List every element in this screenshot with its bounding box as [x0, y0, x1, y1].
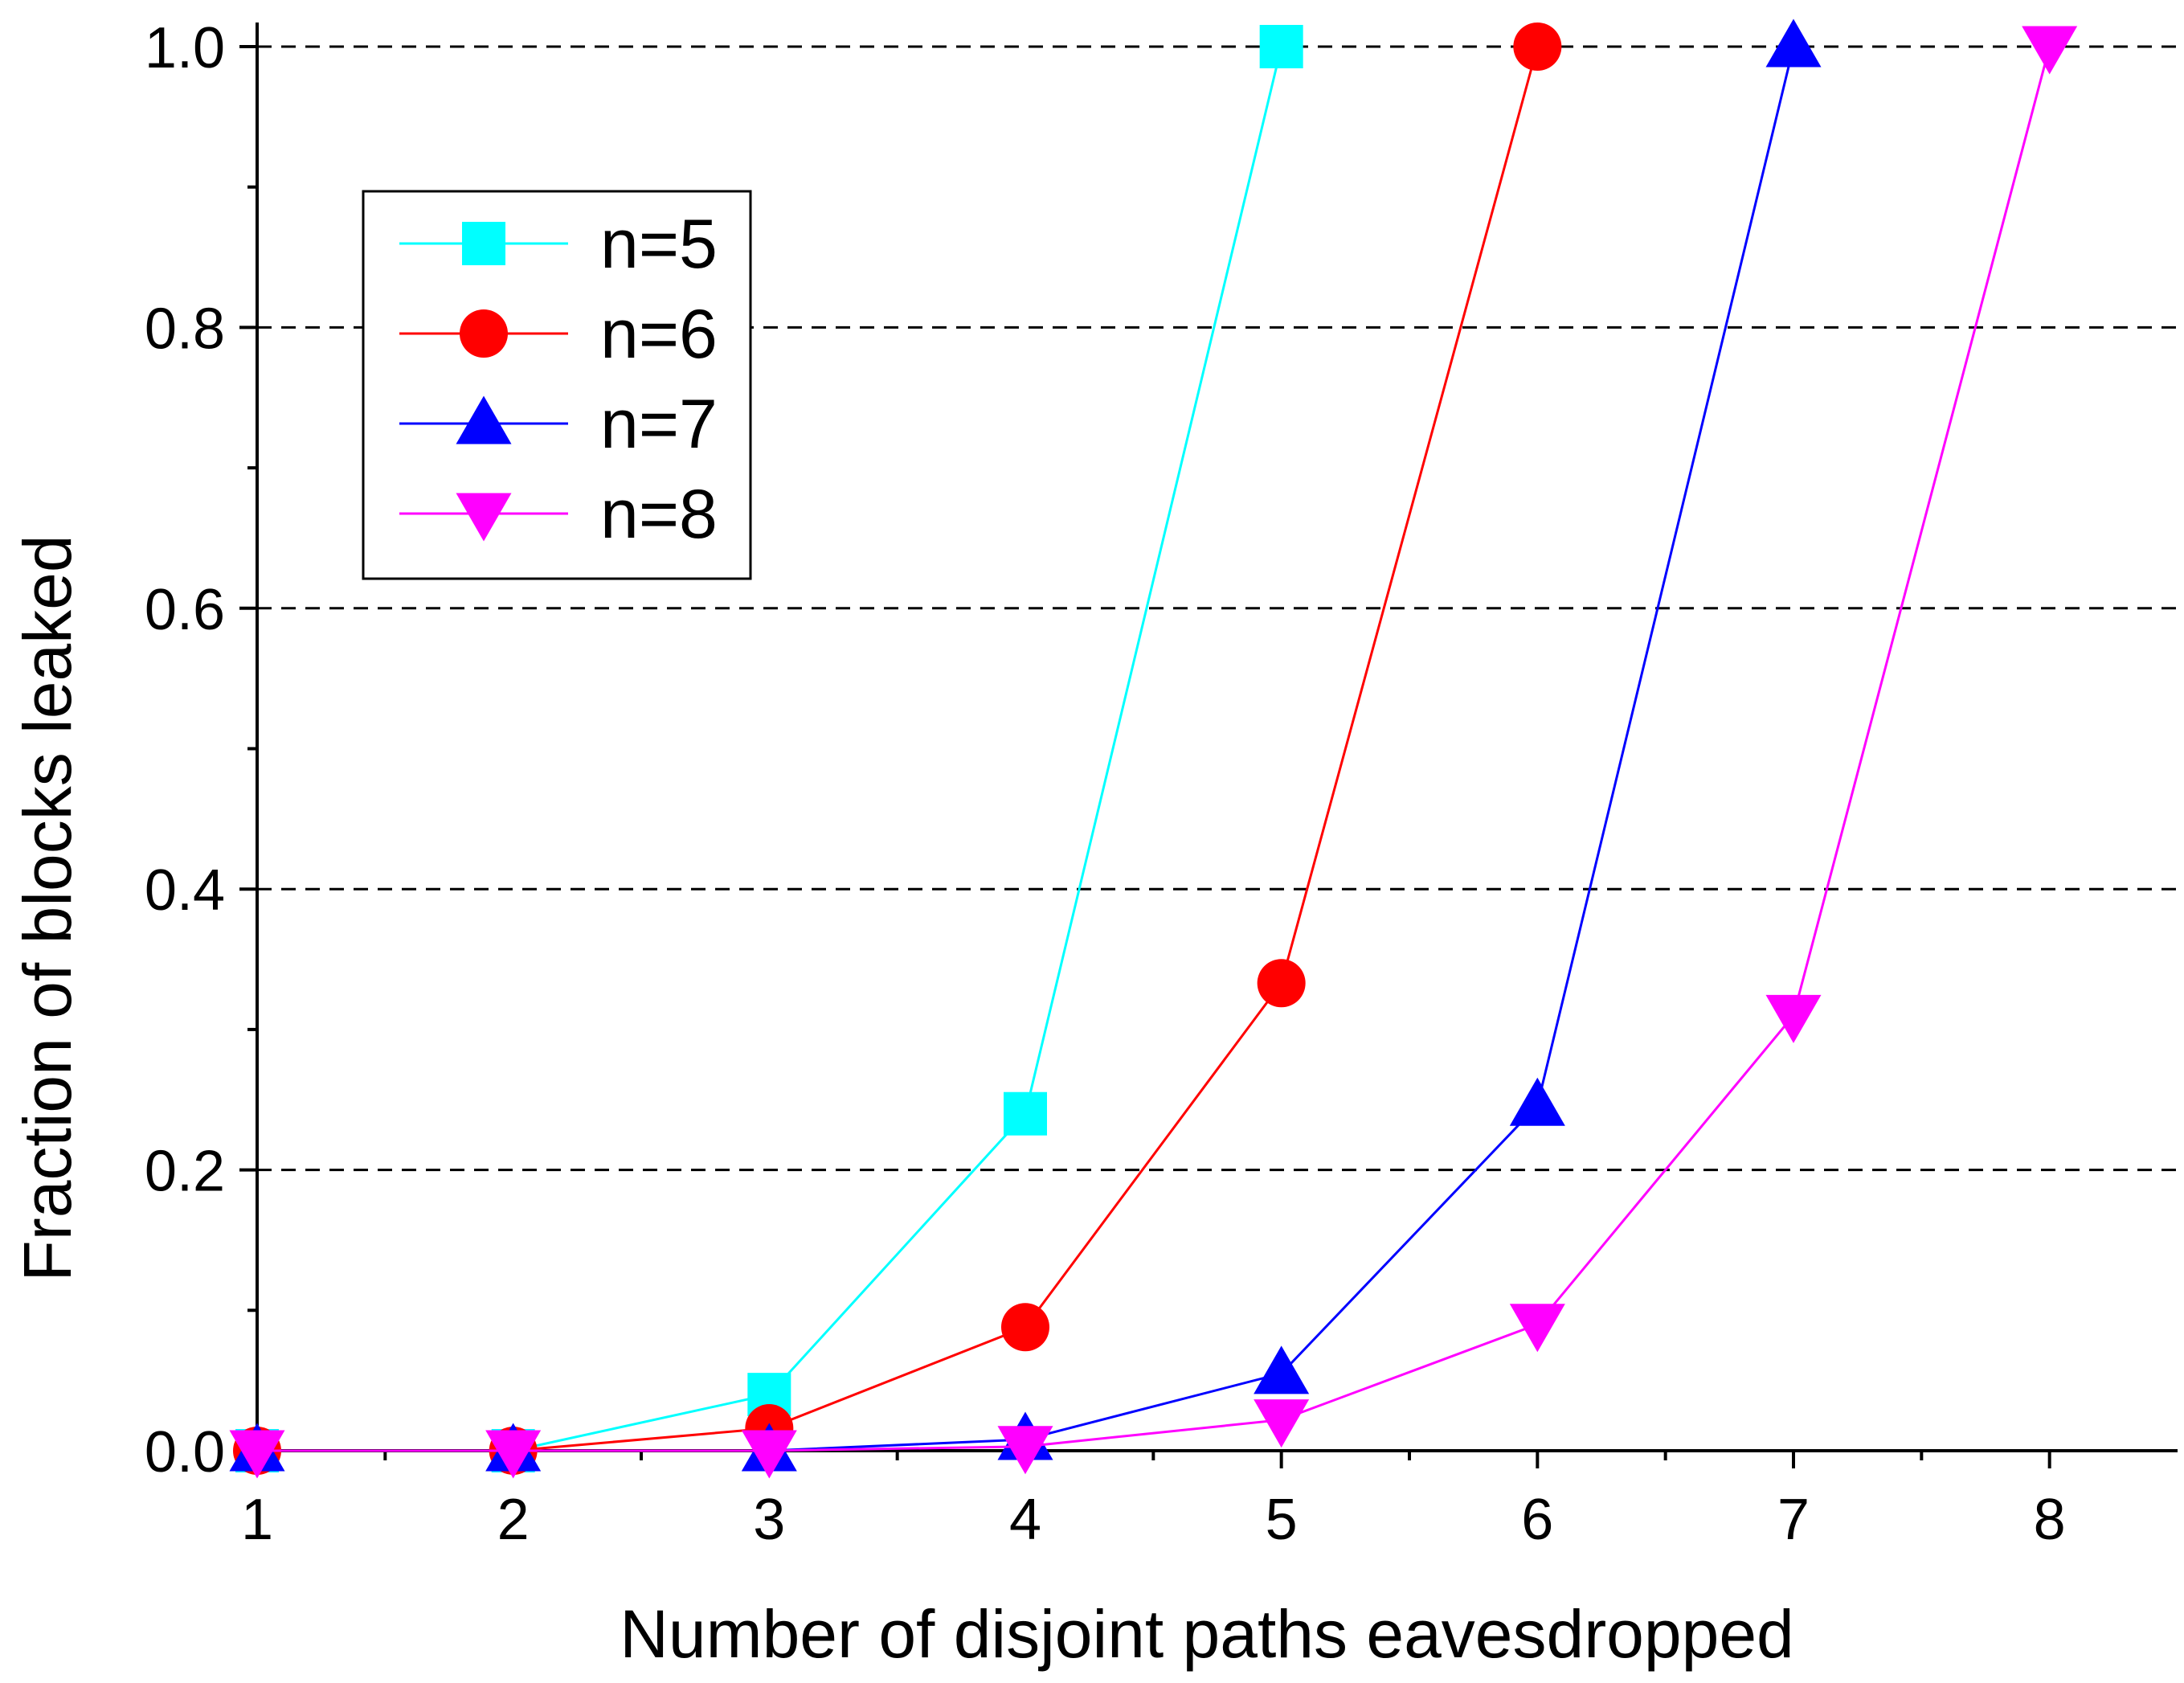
- series-n=8: [229, 26, 2078, 1479]
- legend-label-n=5: n=5: [600, 206, 718, 283]
- legend-label-n=6: n=6: [600, 296, 718, 373]
- data-point-n=8-4: [1254, 1399, 1310, 1448]
- data-point-n=8-0: [229, 1430, 285, 1479]
- x-tick-label-5: 6: [1521, 1488, 1553, 1552]
- x-axis-title: Number of disjoint paths eavesdropped: [620, 1596, 1794, 1672]
- x-tick-label-7: 8: [2034, 1488, 2066, 1552]
- data-point-n=6-5: [1513, 23, 1562, 71]
- y-axis-title: Fraction of blocks leaked: [10, 534, 85, 1281]
- y-tick-label-0: 0.0: [145, 1420, 225, 1484]
- legend-label-n=8: n=8: [600, 476, 718, 553]
- legend-marker-n=5: [462, 222, 505, 265]
- data-point-n=5-4: [1259, 25, 1303, 68]
- legend-label-n=7: n=7: [600, 386, 718, 463]
- series-line-n=8: [257, 46, 2051, 1452]
- legend: n=5 n=6 n=7 n=8: [362, 190, 752, 580]
- data-point-n=7-5: [1509, 1077, 1565, 1126]
- legend-marker-n=6: [460, 309, 508, 358]
- data-point-n=6-3: [1001, 1303, 1049, 1352]
- data-point-n=6-4: [1257, 959, 1306, 1008]
- legend-marker-n=8: [456, 493, 512, 542]
- data-point-n=8-7: [2022, 26, 2078, 75]
- y-tick-label-2: 0.4: [145, 858, 225, 923]
- series-group: [229, 18, 2078, 1479]
- x-tick-label-6: 7: [1777, 1488, 1810, 1552]
- data-point-n=7-4: [1254, 1345, 1310, 1394]
- x-tick-label-1: 2: [497, 1488, 530, 1552]
- data-point-n=8-3: [997, 1426, 1053, 1475]
- x-tick-label-4: 5: [1266, 1488, 1298, 1552]
- y-tick-label-3: 0.6: [145, 578, 225, 642]
- x-tick-label-0: 1: [241, 1488, 273, 1552]
- data-point-n=8-2: [741, 1430, 797, 1479]
- data-point-n=8-5: [1509, 1304, 1565, 1353]
- data-point-n=8-1: [485, 1430, 542, 1479]
- data-point-n=5-3: [1004, 1091, 1047, 1136]
- data-point-n=8-6: [1765, 994, 1822, 1043]
- legend-marker-n=7: [456, 395, 512, 444]
- x-tick-label-3: 4: [1009, 1488, 1041, 1552]
- y-tick-label-4: 0.8: [145, 297, 225, 361]
- y-tick-label-1: 0.2: [145, 1140, 225, 1204]
- y-tick-label-5: 1.0: [145, 16, 225, 80]
- x-tick-label-2: 3: [753, 1488, 785, 1552]
- data-point-n=7-6: [1765, 18, 1822, 68]
